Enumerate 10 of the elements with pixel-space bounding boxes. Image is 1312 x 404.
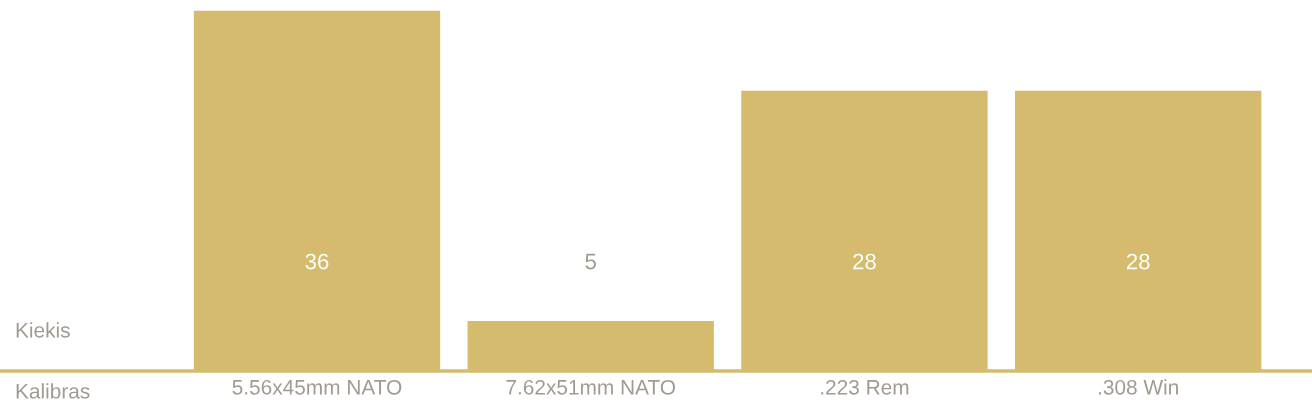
x-axis-title: Kalibras: [16, 383, 90, 399]
x-tick-label: 5.56x45mm NATO: [232, 379, 402, 395]
data-label: 5: [585, 253, 596, 270]
data-label: 36: [305, 253, 329, 270]
x-tick-label: .308 Win: [1098, 379, 1178, 395]
x-tick-label: .223 Rem: [821, 379, 909, 395]
x-tick-label: 7.62x51mm NATO: [506, 379, 676, 395]
data-label: 28: [853, 253, 876, 270]
data-label: 28: [1126, 253, 1150, 270]
y-axis-title: Kiekis: [16, 322, 70, 338]
